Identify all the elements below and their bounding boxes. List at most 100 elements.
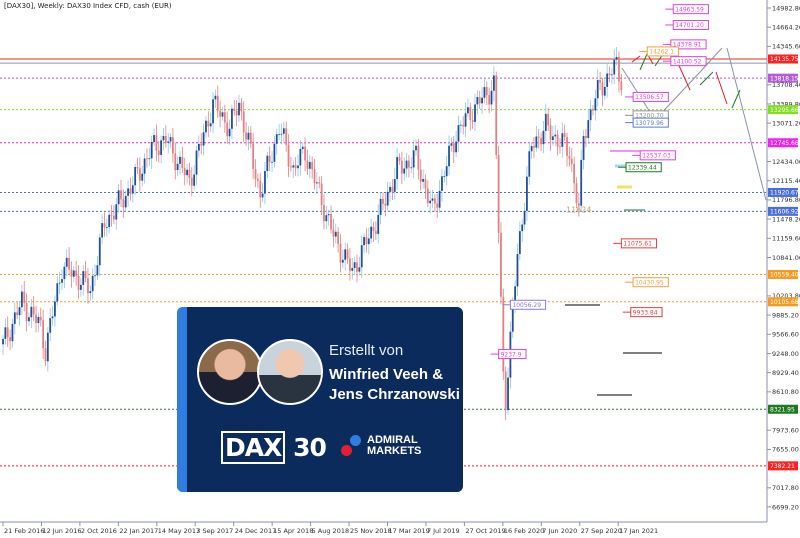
x-tick-label: 27 Oct 2019 xyxy=(465,527,505,535)
candle-body xyxy=(247,132,250,140)
candle-body xyxy=(212,99,214,124)
candle-body xyxy=(136,167,139,169)
candle-body xyxy=(301,146,304,150)
price-text-mark: 11624 xyxy=(566,205,591,214)
candle-body xyxy=(72,270,75,277)
candle-body xyxy=(492,75,495,91)
candle-body xyxy=(266,155,269,172)
candle-body xyxy=(131,185,134,194)
candle-body xyxy=(323,204,325,222)
candle-body xyxy=(2,338,4,345)
candle-body xyxy=(398,157,401,161)
annotation-box xyxy=(670,56,707,67)
candle-body xyxy=(330,214,332,230)
candle-body xyxy=(327,214,330,216)
x-tick-label: 2 Oct 2016 xyxy=(81,527,117,535)
x-tick-label: 15 Apr 2018 xyxy=(273,527,313,535)
candle-body xyxy=(195,150,198,175)
annotation-label: 10430.95 xyxy=(635,279,664,286)
annotation-label: 13200.70 xyxy=(635,113,664,120)
admiral-logo-dot-red xyxy=(341,445,352,456)
annotation-box xyxy=(498,349,527,360)
candle-body xyxy=(46,332,49,362)
candle-body xyxy=(337,231,340,244)
candle-body xyxy=(68,257,70,270)
candle-body xyxy=(44,348,47,362)
candle-body xyxy=(561,133,564,147)
candle-body xyxy=(290,166,292,168)
level-label: 12745.66 xyxy=(770,140,799,147)
candle-body xyxy=(271,161,273,163)
candle-body xyxy=(502,296,505,372)
candle-body xyxy=(570,158,573,164)
candle-body xyxy=(377,214,380,234)
candle-body xyxy=(559,146,561,148)
annotation-label: 11075.61 xyxy=(623,241,652,248)
candle-body xyxy=(205,120,207,133)
y-tick-label: 14664.20 xyxy=(772,23,800,31)
candle-body xyxy=(382,198,384,204)
candle-body xyxy=(216,95,219,111)
candle-body xyxy=(341,259,344,263)
y-tick-label: 10841.00 xyxy=(772,254,800,262)
candle-body xyxy=(157,150,160,155)
annotation-box xyxy=(509,299,547,310)
candle-body xyxy=(523,210,526,225)
candle-body xyxy=(514,286,517,304)
annotation-label: 12339.44 xyxy=(628,164,657,171)
candle-body xyxy=(207,120,210,127)
candle-body xyxy=(363,237,365,246)
x-tick-label: 22 Jan 2017 xyxy=(119,527,158,535)
candle-body xyxy=(464,113,467,127)
candle-body xyxy=(13,312,16,324)
y-tick-label: 13708.40 xyxy=(772,81,800,89)
candle-body xyxy=(415,145,417,151)
candle-body xyxy=(474,104,476,122)
candle-body xyxy=(594,98,597,111)
candle-body xyxy=(20,291,23,308)
candle-body xyxy=(37,316,40,323)
candle-body xyxy=(56,283,59,302)
candle-body xyxy=(393,179,396,192)
candle-body xyxy=(4,327,7,339)
candle-body xyxy=(141,173,144,181)
candle-body xyxy=(351,268,354,271)
candle-body xyxy=(32,306,35,315)
candle-body xyxy=(190,177,193,186)
candle-body xyxy=(417,145,420,170)
x-tick-label: 3 Sep 2017 xyxy=(196,527,233,535)
candle-body xyxy=(424,179,427,189)
candle-body xyxy=(87,278,89,294)
annotation-label: 14100.52 xyxy=(673,58,702,65)
candle-body xyxy=(615,56,618,60)
candle-body xyxy=(110,214,113,216)
candle-body xyxy=(483,87,486,98)
candle-body xyxy=(372,226,375,232)
candle-body xyxy=(349,258,351,271)
card-subtitle: Erstellt von xyxy=(329,342,404,359)
level-label: 13818.15 xyxy=(770,75,799,82)
y-tick-label: 12434.00 xyxy=(772,158,800,166)
candle-body xyxy=(592,109,594,111)
candle-body xyxy=(42,320,45,349)
level-label: 10105.68 xyxy=(770,299,799,306)
candle-body xyxy=(469,107,472,120)
candle-body xyxy=(488,95,491,105)
candle-body xyxy=(360,245,363,268)
card-authors: Winfried Veeh & Jens Chrzanowski xyxy=(329,365,460,405)
candle-body xyxy=(176,163,179,171)
avatar-winfried-veeh xyxy=(197,339,263,405)
candle-body xyxy=(410,167,413,169)
y-tick-label: 13389.80 xyxy=(772,100,800,108)
candle-body xyxy=(436,203,439,208)
candle-body xyxy=(457,125,460,142)
candle-body xyxy=(429,200,432,204)
y-tick-label: 7973.60 xyxy=(772,427,799,435)
annotation-label: 9933.84 xyxy=(633,309,658,316)
candle-body xyxy=(386,191,389,206)
candle-body xyxy=(113,215,115,220)
candle-body xyxy=(497,155,500,233)
candle-body xyxy=(39,316,42,321)
candle-body xyxy=(585,136,587,138)
candle-body xyxy=(346,249,349,259)
